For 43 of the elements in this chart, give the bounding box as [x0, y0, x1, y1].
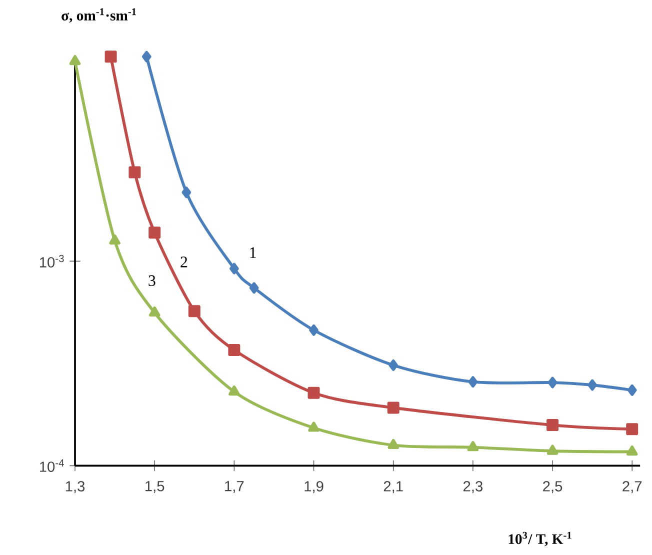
point — [142, 51, 152, 63]
point — [109, 234, 120, 245]
point — [387, 402, 400, 414]
point — [588, 379, 597, 391]
y-axis-title: σ, om$^{-1}$·sm$^{-1}$ — [62, 8, 136, 23]
series-label: 3 — [148, 275, 156, 286]
y-tick-label: 10$^{-4}$ — [40, 460, 64, 472]
point — [148, 226, 161, 239]
point — [128, 166, 141, 178]
x-tick-label: 2,1 — [384, 481, 403, 494]
point — [188, 305, 200, 318]
point — [308, 422, 320, 432]
point — [308, 387, 320, 400]
series-label: 1 — [250, 247, 256, 258]
point — [228, 386, 240, 396]
point — [309, 324, 318, 336]
point — [548, 376, 558, 388]
x-tick-label: 1,7 — [225, 481, 244, 494]
x-tick-label: 2,5 — [543, 481, 562, 494]
point — [626, 446, 638, 456]
x-tick-label: 1,3 — [66, 481, 85, 494]
point — [626, 423, 638, 436]
x-tick-label: 1,5 — [146, 481, 164, 494]
series-label: 2 — [180, 256, 188, 268]
x-tick-label: 1,9 — [304, 481, 324, 494]
point — [468, 376, 478, 388]
point — [230, 263, 239, 274]
point — [467, 441, 479, 452]
point — [627, 384, 637, 396]
y-tick-label: 10$^{-3}$ — [40, 255, 64, 268]
point — [182, 186, 192, 198]
point — [148, 306, 160, 317]
point — [228, 344, 240, 356]
x-tick-label: 2,3 — [463, 481, 482, 494]
point — [249, 282, 259, 294]
x-tick-label: 2,7 — [622, 481, 642, 494]
point — [104, 50, 117, 63]
point — [546, 419, 559, 432]
point — [69, 55, 81, 66]
x-axis-title: 10$^{3}$/ T, K$^{-1}$ — [508, 532, 572, 546]
point — [546, 444, 558, 456]
point — [388, 360, 398, 372]
point — [388, 439, 399, 450]
